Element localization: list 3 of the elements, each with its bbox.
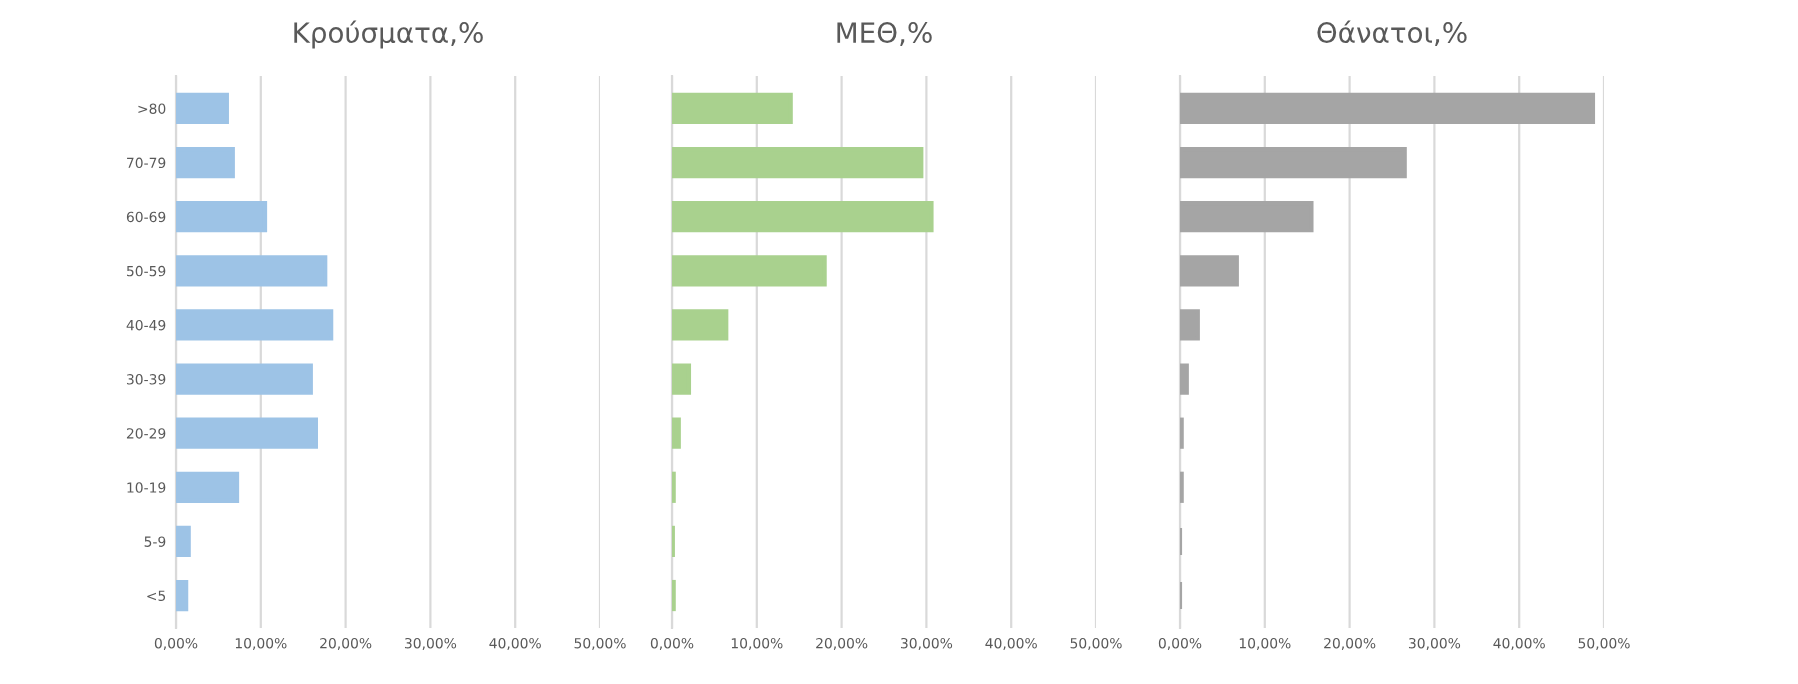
chart-title: ΜΕΘ,%	[837, 22, 932, 46]
chart-title: Κρούσματα,%	[294, 20, 483, 49]
chart-title: Θάνατοι,%	[1317, 20, 1467, 46]
